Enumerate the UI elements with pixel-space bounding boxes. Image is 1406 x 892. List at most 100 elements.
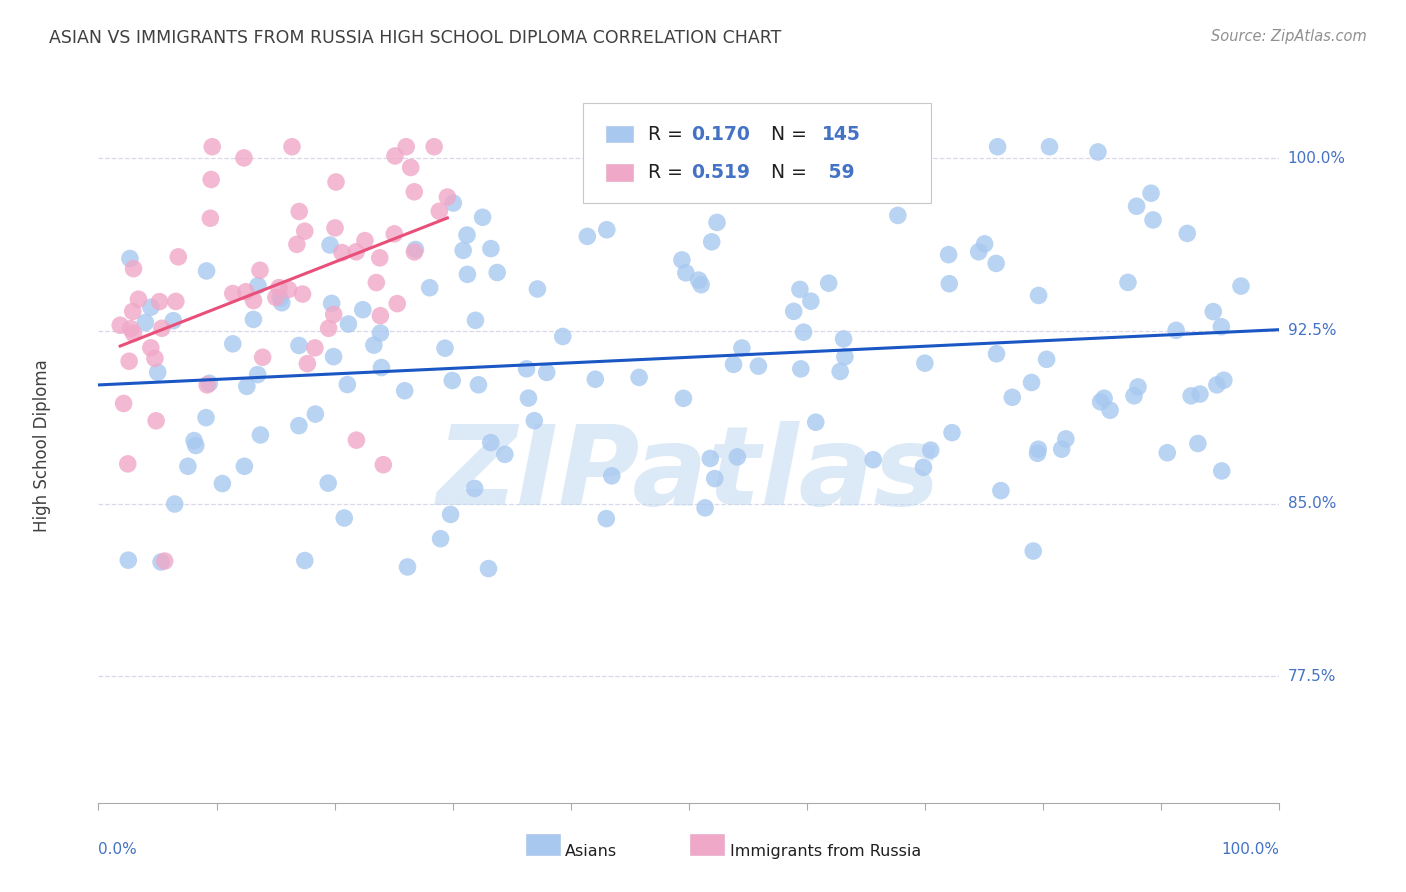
Point [112,396,135,410]
Point [277,283,299,297]
Point [523,414,546,428]
Point [1099,403,1122,417]
Point [246,368,269,382]
Point [368,251,391,265]
Point [200,211,222,226]
Point [344,244,367,259]
Point [396,560,419,574]
Point [1026,446,1049,460]
Point [370,326,392,340]
Point [117,553,139,567]
Point [783,304,806,318]
Point [690,277,713,292]
Point [1156,446,1178,460]
Point [517,391,540,405]
Point [382,227,405,241]
Point [148,294,170,309]
Point [790,362,813,376]
Point [288,338,311,352]
Point [121,304,143,318]
Point [354,234,377,248]
Point [370,360,392,375]
Point [337,317,360,331]
Text: 0.0%: 0.0% [98,842,138,857]
Point [830,364,852,378]
Point [1126,380,1149,394]
Point [1050,442,1073,457]
Point [1230,279,1253,293]
Point [294,553,316,567]
Point [1187,436,1209,450]
FancyBboxPatch shape [582,103,931,203]
Point [494,447,516,461]
Point [800,294,823,309]
Point [134,316,156,330]
Point [583,372,606,386]
Point [252,351,274,365]
Point [118,354,141,368]
Point [167,250,190,264]
Point [352,302,374,317]
Point [595,511,617,525]
Point [479,435,502,450]
Point [706,215,728,229]
Point [195,264,218,278]
Point [297,357,319,371]
Point [242,293,264,308]
Point [862,452,884,467]
Point [941,425,963,440]
Point [610,140,633,154]
Point [536,366,558,380]
Point [222,286,245,301]
Point [249,263,271,277]
Text: 0.519: 0.519 [692,163,751,182]
Point [647,178,669,193]
Point [1026,442,1049,457]
Point [938,277,960,291]
Text: N =: N = [759,125,813,144]
Point [333,511,356,525]
Point [990,483,1012,498]
Point [404,243,426,257]
Point [1123,389,1146,403]
Point [153,554,176,568]
Point [693,500,716,515]
Text: 92.5%: 92.5% [1288,324,1336,338]
Point [576,229,599,244]
Point [150,555,173,569]
Point [249,428,271,442]
Point [439,508,461,522]
Point [323,220,346,235]
Point [195,377,218,392]
Point [288,418,311,433]
Point [515,361,537,376]
Text: Source: ZipAtlas.com: Source: ZipAtlas.com [1211,29,1367,44]
Point [987,140,1010,154]
Point [404,244,426,259]
Point [233,459,256,474]
Point [267,280,290,294]
Point [1140,186,1163,201]
Point [270,295,292,310]
Point [146,365,169,379]
Point [304,341,326,355]
Text: Immigrants from Russia: Immigrants from Russia [730,845,921,859]
Point [887,208,910,222]
Text: 77.5%: 77.5% [1288,669,1336,683]
Point [322,350,344,364]
Point [1166,323,1188,337]
Point [700,235,723,249]
Point [938,247,960,261]
Point [486,265,509,279]
Point [294,224,316,238]
Text: ASIAN VS IMMIGRANTS FROM RUSSIA HIGH SCHOOL DIPLOMA CORRELATION CHART: ASIAN VS IMMIGRANTS FROM RUSSIA HIGH SCH… [49,29,782,46]
Point [471,211,494,225]
Point [177,459,200,474]
Point [304,407,326,421]
FancyBboxPatch shape [606,126,634,143]
Point [747,359,769,373]
Point [1028,288,1050,302]
Text: N =: N = [759,163,813,182]
Point [725,450,748,464]
Point [672,392,695,406]
